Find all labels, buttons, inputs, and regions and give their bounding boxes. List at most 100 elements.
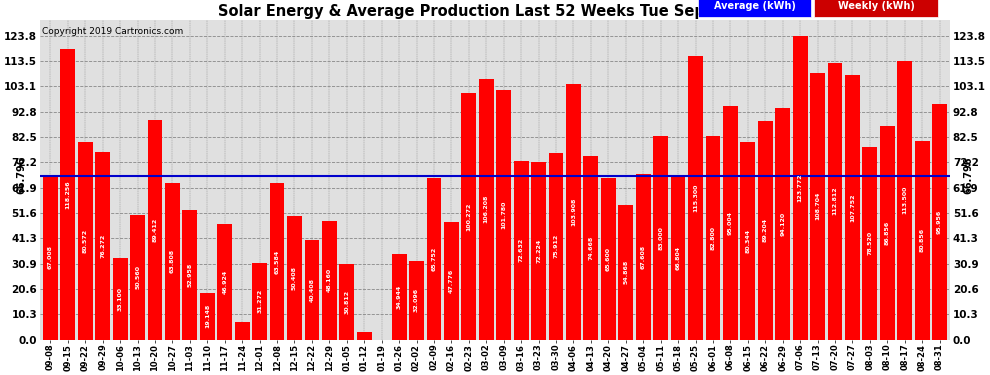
Bar [532,162,546,339]
Text: 19.148: 19.148 [205,304,210,328]
Text: 75.912: 75.912 [553,234,558,258]
Text: 80.572: 80.572 [83,228,88,253]
Bar [95,152,110,339]
Text: 47.776: 47.776 [448,269,453,293]
Text: Average (kWh): Average (kWh) [714,1,796,11]
Bar [741,142,755,339]
Text: 66.796: 66.796 [963,157,974,194]
Text: 86.856: 86.856 [885,221,890,245]
Bar [218,224,233,339]
Text: 63.584: 63.584 [274,249,279,274]
Bar [479,79,494,339]
Text: 107.752: 107.752 [850,193,855,222]
Text: 54.868: 54.868 [624,260,629,284]
Text: 89.412: 89.412 [152,217,157,242]
Bar [793,36,808,339]
Text: 33.100: 33.100 [118,287,123,311]
Text: 123.772: 123.772 [798,173,803,202]
Text: 101.780: 101.780 [501,200,506,229]
Text: 65.600: 65.600 [606,247,611,271]
Text: 63.808: 63.808 [170,249,175,273]
Bar [113,258,128,339]
Text: 89.204: 89.204 [762,218,767,242]
Bar [444,222,458,339]
Text: 112.812: 112.812 [833,187,838,215]
Text: Copyright 2019 Cartronics.com: Copyright 2019 Cartronics.com [42,27,183,36]
Text: 67.608: 67.608 [641,244,645,268]
Bar [322,221,337,339]
Bar [810,73,825,339]
Text: 30.812: 30.812 [345,290,349,314]
Text: 74.668: 74.668 [588,236,593,260]
Bar [862,147,877,339]
Text: 118.256: 118.256 [65,180,70,209]
Bar [670,176,685,339]
Bar [845,75,860,339]
Text: 103.908: 103.908 [571,198,576,226]
Text: 50.408: 50.408 [292,266,297,290]
Text: 65.752: 65.752 [432,247,437,271]
Text: 78.520: 78.520 [867,231,872,255]
Text: 108.704: 108.704 [815,192,820,220]
Bar [287,216,302,339]
Bar [514,161,529,339]
Bar [566,84,581,339]
Text: 66.796: 66.796 [16,157,27,194]
Bar [200,292,215,339]
Bar [636,174,650,339]
Bar [252,263,267,339]
Text: 100.272: 100.272 [466,202,471,231]
Bar [933,104,947,339]
Text: 82.800: 82.800 [711,226,716,250]
Text: 31.272: 31.272 [257,289,262,313]
Bar [619,205,634,339]
Text: 76.272: 76.272 [100,234,105,258]
Bar [130,215,145,339]
Bar [688,56,703,339]
Bar [723,106,738,339]
Text: 80.344: 80.344 [745,229,750,253]
Text: 50.560: 50.560 [135,266,140,290]
Text: 72.224: 72.224 [537,239,542,263]
Bar [427,178,442,339]
Bar [897,61,912,339]
Bar [828,63,842,339]
Bar [269,183,284,339]
Bar [757,120,772,339]
Text: 48.160: 48.160 [327,268,332,292]
Bar [60,49,75,339]
Title: Solar Energy & Average Production Last 52 Weeks Tue Sep 3 19:22: Solar Energy & Average Production Last 5… [218,4,772,19]
Text: 95.004: 95.004 [728,211,733,235]
Bar [182,210,197,339]
Bar [461,93,476,339]
Bar [340,264,354,339]
Text: 67.008: 67.008 [48,245,52,269]
Text: 72.632: 72.632 [519,238,524,262]
Bar [706,136,721,339]
Bar [915,141,930,339]
Text: 106.208: 106.208 [484,195,489,223]
Text: 46.924: 46.924 [223,270,228,294]
Text: 34.944: 34.944 [397,285,402,309]
Bar [496,90,511,339]
Text: 115.300: 115.300 [693,184,698,212]
Text: 95.956: 95.956 [938,210,942,234]
Bar [601,178,616,339]
Text: 83.000: 83.000 [658,226,663,250]
Bar [653,136,668,339]
Bar [78,142,93,339]
Bar [356,332,371,339]
Bar [165,183,180,339]
Bar [409,261,424,339]
Text: 40.408: 40.408 [310,278,315,302]
Text: 80.856: 80.856 [920,228,925,252]
Bar [880,126,895,339]
Bar [775,108,790,339]
Bar [305,240,320,339]
Bar [548,153,563,339]
Bar [583,156,598,339]
Text: 32.096: 32.096 [414,288,419,312]
Bar [43,175,57,339]
Text: Weekly (kWh): Weekly (kWh) [838,1,915,11]
Text: 113.500: 113.500 [902,186,907,214]
